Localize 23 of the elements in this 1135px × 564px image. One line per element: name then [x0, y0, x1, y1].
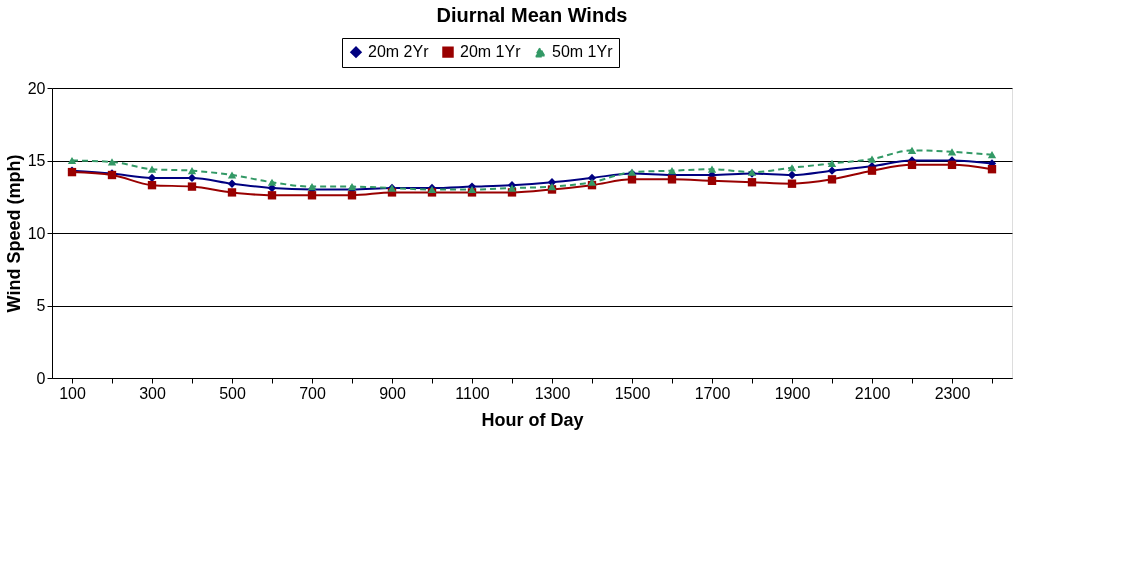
x-axis-title: Hour of Day: [481, 409, 584, 430]
x-tick-label: 1500: [614, 384, 651, 402]
x-tick-label: 1900: [774, 384, 811, 402]
x-tick-label: 1100: [455, 384, 490, 402]
x-tick-label: 500: [219, 384, 246, 402]
x-tick-label: 2100: [854, 384, 891, 402]
y-axis-title: Wind Speed (mph): [3, 154, 24, 313]
y-tick-label: 10: [27, 224, 46, 242]
legend-label: 50m 1Yr: [552, 43, 614, 61]
y-tick-label: 15: [27, 152, 46, 169]
x-tick-label: 700: [299, 384, 326, 402]
x-tick-label: 300: [139, 384, 166, 402]
y-tick-label: 0: [36, 369, 46, 387]
y-tick-label: 20: [27, 79, 46, 97]
chart-title: Diurnal Mean Winds: [436, 3, 628, 26]
x-tick-label: 2300: [934, 384, 971, 402]
x-tick-label: 900: [379, 384, 406, 402]
legend-label: 20m 2Yr: [368, 43, 430, 61]
y-tick-label: 5: [36, 297, 46, 314]
x-tick-label: 100: [59, 384, 86, 402]
x-tick-label: 1300: [534, 384, 571, 402]
legend-label: 20m 1Yr: [460, 43, 522, 61]
x-tick-label: 1700: [694, 384, 731, 402]
